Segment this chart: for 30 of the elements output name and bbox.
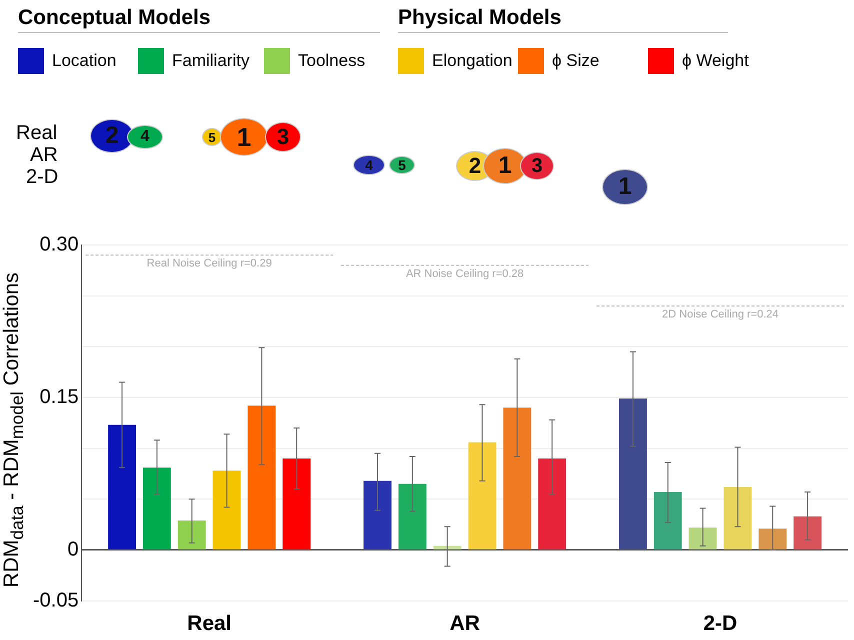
text: Conceptual Models [18,6,380,33]
y-tick-label: 0 [67,538,79,560]
ellipse-badge: 3 [520,152,554,180]
ellipse-badge: 4 [353,155,385,175]
y-tick-label: 0.30 [40,234,79,256]
y-tick-label: 0.15 [40,386,79,408]
ellipse-badge: 3 [265,122,301,152]
x-tick-label: 2-D [703,612,738,636]
ellipse-badge: 5 [202,128,222,146]
ref-line-label: 2D Noise Ceiling r=0.24 [662,308,779,321]
legend-label: Toolness [298,51,366,71]
legend-label: Familiarity [172,51,250,71]
legend-label: Elongation [432,51,512,71]
y-tick-label: -0.05 [32,589,79,612]
text: Physical Models [398,6,728,33]
legend-label: ϕ Size [552,51,600,71]
legend-label: Location [52,51,116,71]
x-tick-label: Real [187,612,232,636]
x-tick-label: AR [450,612,480,636]
text: Real [16,122,58,145]
legend-label: ϕ Weight [682,51,749,71]
ref-line-label: AR Noise Ceiling r=0.28 [406,268,524,280]
text: 2-D [26,166,58,189]
ellipse-badge: 1 [220,118,268,156]
ellipse-badge: 4 [127,125,163,149]
ellipse-badge: 5 [389,156,415,174]
ellipse-badge: 1 [602,169,648,205]
text: AR [30,144,58,167]
ellipse-badge: 2 [90,119,134,153]
ref-line-label: Real Noise Ceiling r=0.29 [146,258,272,270]
